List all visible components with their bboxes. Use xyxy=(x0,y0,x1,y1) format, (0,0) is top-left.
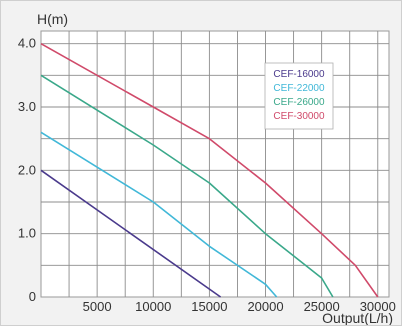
x-tick-label: 25000 xyxy=(304,299,340,314)
y-tick-label: 4.0 xyxy=(18,36,36,51)
y-tick-label: 3.0 xyxy=(18,99,36,114)
series-line-cef-16000 xyxy=(40,169,222,298)
series-line-cef-22000 xyxy=(40,131,278,298)
legend-entry: CEF-22000 xyxy=(273,83,325,94)
x-tick-labels: 5000 10000 15000 20000 25000 30000 xyxy=(83,299,396,314)
series-line-cef-30000 xyxy=(40,43,379,298)
y-tick-label: 1.0 xyxy=(18,226,36,241)
legend: CEF-16000 CEF-22000 CEF-26000 CEF-30000 xyxy=(264,62,334,130)
legend-entry: CEF-26000 xyxy=(273,97,325,108)
legend-box xyxy=(264,62,334,130)
legend-entry: CEF-16000 xyxy=(273,69,325,80)
x-axis-title: Output(L/h) xyxy=(322,310,393,325)
y-axis-title: H(m) xyxy=(37,11,68,27)
x-tick-label: 5000 xyxy=(83,299,112,314)
x-tick-label: 30000 xyxy=(360,299,396,314)
x-tick-label: 15000 xyxy=(191,299,227,314)
legend-entry: CEF-30000 xyxy=(273,111,325,122)
series-lines xyxy=(40,43,379,298)
y-tick-label: 2.0 xyxy=(18,162,36,177)
x-tick-label: 20000 xyxy=(247,299,283,314)
x-tick-label: 10000 xyxy=(135,299,171,314)
y-tick-labels: 0 1.0 2.0 3.0 4.0 xyxy=(18,36,36,304)
y-tick-label: 0 xyxy=(29,289,36,304)
series-line-cef-26000 xyxy=(40,74,334,298)
